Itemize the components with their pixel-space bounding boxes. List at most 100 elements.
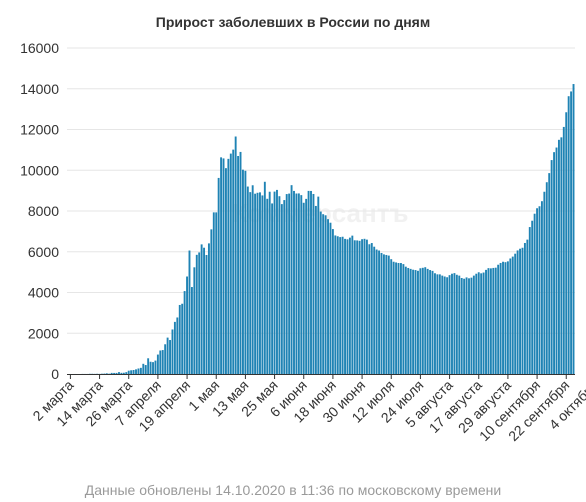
bar bbox=[351, 235, 354, 374]
bar bbox=[531, 220, 534, 374]
bar bbox=[310, 190, 312, 374]
bar bbox=[312, 193, 315, 374]
bar bbox=[487, 268, 490, 374]
y-tick-label: 12000 bbox=[20, 122, 59, 138]
bar bbox=[553, 152, 556, 374]
bar bbox=[268, 191, 271, 374]
bar bbox=[256, 192, 259, 374]
bar bbox=[448, 275, 451, 374]
bar bbox=[215, 212, 218, 374]
bar bbox=[426, 268, 429, 374]
bar bbox=[397, 263, 400, 374]
bar bbox=[468, 278, 470, 374]
bar bbox=[344, 238, 346, 374]
bar bbox=[407, 267, 410, 374]
bar bbox=[232, 149, 235, 374]
bar bbox=[159, 350, 162, 374]
bar bbox=[419, 268, 422, 374]
bar bbox=[207, 243, 210, 374]
bar bbox=[365, 239, 368, 374]
y-tick-label: 8000 bbox=[28, 203, 59, 219]
bar bbox=[164, 344, 167, 374]
bar bbox=[400, 263, 402, 374]
bar bbox=[144, 365, 147, 374]
bar bbox=[504, 262, 507, 374]
bars bbox=[69, 84, 575, 375]
bar bbox=[538, 206, 541, 374]
bar bbox=[557, 139, 560, 374]
bar bbox=[212, 212, 215, 374]
bar bbox=[156, 354, 159, 374]
bar bbox=[139, 367, 142, 374]
bar bbox=[356, 240, 359, 374]
bar bbox=[497, 264, 500, 374]
bar bbox=[132, 370, 135, 374]
bar bbox=[378, 250, 381, 374]
bar bbox=[295, 193, 298, 374]
bar bbox=[390, 259, 393, 374]
bar bbox=[147, 358, 150, 374]
bar bbox=[572, 84, 575, 374]
bar bbox=[322, 214, 325, 374]
bar bbox=[205, 254, 208, 374]
bar bbox=[565, 112, 568, 374]
bar bbox=[285, 194, 288, 374]
bar bbox=[540, 201, 543, 374]
bar bbox=[436, 274, 439, 374]
bar bbox=[198, 252, 201, 374]
bar bbox=[290, 185, 293, 374]
bar bbox=[324, 215, 327, 374]
bar bbox=[441, 275, 444, 374]
bar bbox=[263, 181, 266, 374]
bar bbox=[166, 337, 169, 374]
bar bbox=[271, 203, 274, 374]
bar bbox=[463, 278, 466, 374]
y-tick-label: 2000 bbox=[28, 325, 59, 341]
bar bbox=[302, 202, 305, 374]
bar bbox=[485, 269, 487, 374]
bar bbox=[373, 246, 376, 374]
bar bbox=[528, 227, 531, 374]
bar bbox=[110, 372, 113, 374]
bar bbox=[472, 275, 475, 374]
bar bbox=[307, 190, 310, 374]
bar bbox=[339, 237, 342, 374]
bar bbox=[358, 240, 361, 374]
chart: Коммерсантъ 0200040006000800010000120001… bbox=[20, 14, 586, 444]
bar bbox=[266, 198, 269, 374]
bar bbox=[115, 372, 118, 374]
y-axis-ticks: 0 2000 4000 6000 8000 10000 12000 14000 16000 bbox=[20, 40, 59, 382]
bar bbox=[283, 200, 286, 374]
bar bbox=[455, 274, 458, 374]
bar bbox=[186, 276, 188, 374]
bar bbox=[135, 369, 137, 374]
bar bbox=[317, 196, 320, 374]
bar bbox=[314, 205, 317, 374]
bar bbox=[489, 268, 492, 374]
bar bbox=[429, 270, 432, 374]
bar bbox=[220, 157, 223, 374]
bar bbox=[417, 270, 419, 374]
bar bbox=[227, 158, 230, 374]
bar bbox=[361, 239, 364, 374]
y-tick-label: 4000 bbox=[28, 285, 59, 301]
bar bbox=[363, 238, 366, 374]
bar bbox=[178, 304, 181, 374]
bar bbox=[237, 156, 240, 374]
bar bbox=[327, 219, 329, 374]
bar bbox=[280, 204, 283, 374]
bar bbox=[548, 173, 551, 374]
bar bbox=[334, 235, 337, 374]
bar bbox=[431, 270, 434, 374]
bar bbox=[446, 277, 449, 374]
bar bbox=[224, 168, 227, 374]
bar bbox=[412, 269, 415, 374]
bar bbox=[125, 372, 128, 374]
bar bbox=[249, 192, 252, 374]
bar bbox=[190, 287, 193, 374]
footer-update-note: Данные обновлены 14.10.2020 в 11:36 по м… bbox=[84, 482, 502, 498]
bar bbox=[181, 303, 184, 374]
bar bbox=[239, 151, 242, 374]
bar bbox=[516, 250, 519, 374]
bar bbox=[409, 268, 412, 374]
